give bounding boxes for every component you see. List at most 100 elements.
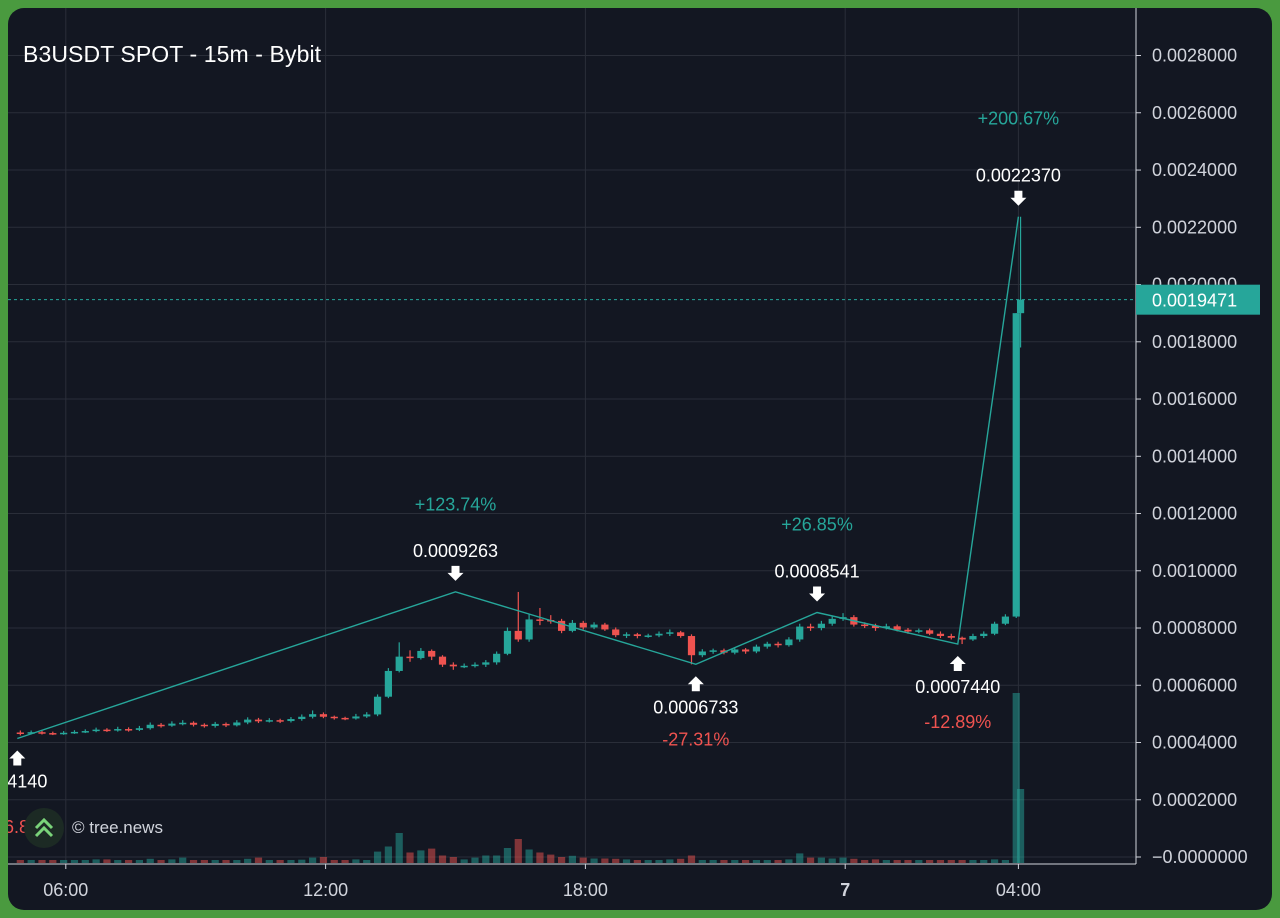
volume-bar	[666, 859, 674, 863]
volume-bar	[936, 860, 945, 863]
volume-bar	[514, 839, 522, 863]
volume-bar	[428, 848, 436, 863]
pivot-low-label: 0.0007440	[915, 677, 1000, 697]
volume-bar	[947, 860, 955, 863]
volume-bar	[460, 859, 468, 863]
x-tick-label: 7	[840, 880, 850, 900]
chart-frame: 0.0028000 0.0026000 0.0024000 0.0022000 0.00…	[8, 8, 1272, 910]
candle-body	[233, 722, 241, 726]
percent-change-label: +123.74%	[415, 495, 497, 515]
volume-bar	[774, 860, 782, 863]
volume-bar	[363, 860, 371, 863]
y-tick-label: 0.0018000	[1152, 332, 1237, 352]
candle-body	[449, 664, 457, 667]
volume-bar	[893, 860, 901, 863]
candle-body	[622, 634, 631, 636]
volume-bar	[179, 857, 187, 863]
candle-body	[763, 643, 771, 647]
volume-bar	[92, 859, 100, 863]
candle-body	[49, 733, 57, 735]
candle-body	[731, 649, 739, 653]
candle-body	[1012, 313, 1020, 617]
current-price-badge	[1136, 284, 1260, 315]
candle-body	[525, 619, 533, 640]
candle-body	[557, 620, 566, 631]
volume-bar	[720, 860, 728, 863]
arrow-up-icon	[949, 656, 966, 672]
volume-bar	[49, 860, 57, 863]
volume-bar	[969, 860, 977, 863]
volume-bar	[763, 860, 771, 863]
volume-bar	[536, 852, 544, 863]
candlestick-chart: 0.0028000 0.0026000 0.0024000 0.0022000 0.00…	[8, 8, 1260, 900]
volume-bar	[752, 860, 761, 863]
candle-body	[817, 623, 825, 629]
candle-body	[363, 714, 371, 717]
candle-body	[200, 724, 208, 727]
clipped-percent-label: 6.8	[8, 817, 29, 837]
volume-bar	[687, 855, 696, 863]
volume-bar	[16, 860, 24, 863]
candle-body	[319, 714, 328, 717]
volume-bar	[882, 860, 890, 863]
volume-bar	[579, 857, 587, 863]
volume-bar	[103, 859, 111, 863]
candle-body	[60, 732, 68, 735]
volume-bar	[406, 852, 414, 863]
y-tick-label: 0.0002000	[1152, 790, 1237, 810]
candle-body	[936, 633, 945, 637]
y-tick-label: 0.0004000	[1152, 733, 1237, 753]
volume-bar	[568, 855, 577, 863]
volume-bar	[395, 833, 403, 863]
y-tick-label: 0.0008000	[1152, 618, 1237, 638]
volume-bar	[850, 858, 858, 863]
volume-bar	[265, 860, 273, 863]
candle-body	[536, 619, 544, 621]
candle-body	[222, 723, 230, 726]
volume-bar	[81, 860, 89, 863]
candle-body	[742, 649, 750, 652]
candle-body	[601, 624, 609, 630]
candle-body	[330, 716, 338, 719]
volume-bar	[980, 860, 988, 863]
volume-bar	[449, 857, 457, 863]
current-price-label: 0.0019471	[1152, 291, 1237, 311]
volume-bar	[146, 858, 154, 863]
volume-bar	[990, 859, 999, 863]
volume-bar	[644, 860, 652, 863]
candle-body	[785, 639, 793, 646]
watermark-text: © tree.news	[72, 818, 163, 837]
volume-bar	[254, 857, 263, 863]
volume-bar	[590, 858, 598, 863]
volume-bar	[222, 860, 230, 863]
y-tick-label: 0.0028000	[1152, 46, 1237, 66]
candle-body	[146, 724, 154, 729]
candle-body	[579, 622, 587, 628]
volume-bar	[373, 851, 382, 863]
volume-bar	[904, 860, 912, 863]
x-tick-label: 18:00	[563, 880, 608, 900]
arrow-down-icon	[447, 565, 464, 581]
candle-body	[103, 729, 111, 732]
volume-bar	[698, 860, 706, 863]
candle-body	[666, 632, 674, 634]
candle-body	[70, 731, 79, 734]
candle-body	[980, 633, 988, 637]
candle-body	[861, 624, 869, 627]
volume-bar	[547, 854, 555, 863]
chart-title: B3USDT SPOT - 15m - Bybit	[23, 41, 322, 67]
candle-body	[384, 670, 392, 697]
candle-body	[1016, 299, 1025, 314]
candle-body	[904, 629, 912, 632]
volume-bar	[839, 857, 847, 863]
candle-body	[428, 650, 436, 657]
volume-bar	[633, 860, 641, 863]
candle-body	[352, 716, 360, 719]
volume-bar	[493, 855, 501, 863]
candle-body	[92, 729, 100, 732]
candle-body	[471, 664, 479, 667]
volume-bar	[806, 857, 815, 863]
volume-bar	[244, 858, 252, 863]
volume-bar	[287, 860, 295, 863]
volume-bar	[135, 860, 144, 863]
